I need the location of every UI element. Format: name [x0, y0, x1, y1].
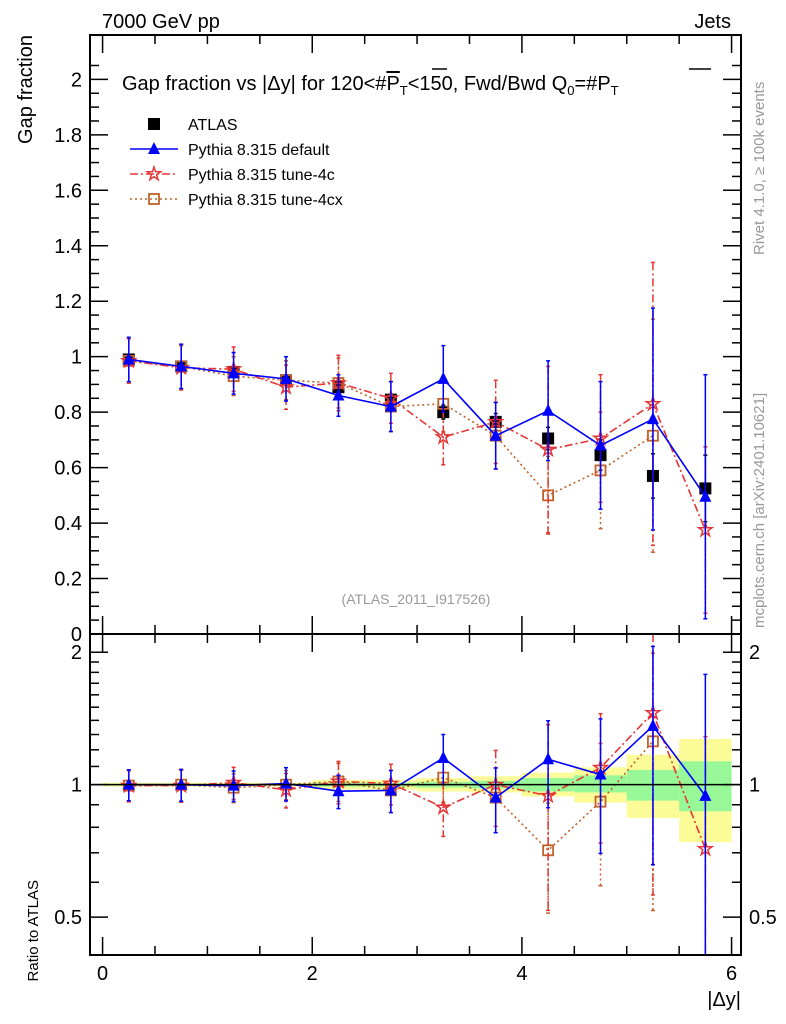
y-axis-label: Gap fraction: [15, 35, 37, 144]
ratio-y-tick-label-right: 2: [749, 642, 760, 664]
data-point-default: [227, 366, 240, 379]
ratio-line-tune4cx: [128, 740, 654, 852]
legend: ATLAS Pythia 8.315 default Pythia 8.315 tu…: [130, 117, 343, 209]
ratio-panel-frame: [89, 633, 742, 956]
analysis-watermark: (ATLAS_2011_I917526): [342, 591, 491, 607]
x-tick-label: 0: [97, 963, 108, 985]
data-point-default: [542, 403, 555, 416]
legend-label-default: Pythia 8.315 default: [188, 142, 330, 159]
header-left: 7000 GeV pp: [102, 11, 220, 33]
legend-marker-tune4cx: [148, 193, 160, 205]
data-point-default: [699, 489, 712, 502]
ratio-point-default: [699, 788, 712, 801]
rivet-version-label: Rivet 4.1.0, ≥ 100k events: [751, 82, 768, 255]
ratio-point-default: [646, 718, 659, 731]
y-tick-label: 1: [71, 347, 82, 369]
ratio-uncertainty-bands: [102, 738, 732, 843]
mcplots-label: mcplots.cern.ch [arXiv:2401.10621]: [751, 393, 768, 628]
y-tick-label: 2: [71, 69, 82, 91]
data-point-default: [646, 412, 659, 425]
y-tick-label: 1.4: [54, 236, 82, 258]
ratio-y-axis-label: Ratio to ATLAS: [25, 880, 42, 981]
data-point-default: [332, 388, 345, 401]
y-tick-label: 0: [71, 624, 82, 646]
data-point-default: [384, 399, 397, 412]
y-tick-label: 1.8: [54, 125, 82, 147]
header-right: Jets: [694, 11, 731, 33]
data-point-default: [175, 359, 188, 372]
legend-marker-atlas: [148, 118, 160, 130]
series-line-tune4c: [128, 360, 707, 531]
x-tick-label: 2: [307, 963, 318, 985]
chart-title: Gap fraction vs |Δy| for 120<#PT<150, Fw…: [122, 73, 619, 98]
legend-label-tune4cx: Pythia 8.315 tune-4cx: [188, 192, 343, 209]
y-tick-label: 0.6: [54, 458, 82, 480]
ratio-line-default: [128, 724, 706, 799]
ratio-point-default: [122, 777, 135, 790]
ratio-point-default: [280, 776, 293, 789]
data-point-default: [594, 438, 607, 451]
y-tick-label: 1.2: [54, 291, 82, 313]
ratio-y-tick-label: 1: [71, 775, 82, 797]
y-tick-label: 0.8: [54, 402, 82, 424]
ratio-y-tick-label: 2: [71, 642, 82, 664]
ratio-point-default: [175, 777, 188, 790]
ratio-point-default: [332, 784, 345, 797]
data-point-default: [122, 352, 135, 365]
ratio-point-tune4c: [434, 797, 453, 816]
y-tick-label: 1.6: [54, 180, 82, 202]
ratio-point-default: [542, 752, 555, 765]
legend-label-tune4c: Pythia 8.315 tune-4c: [188, 167, 335, 184]
series-atlas: [122, 353, 712, 523]
series-default: [122, 307, 712, 956]
series-line-default: [128, 358, 707, 498]
x-axis-label: |Δy|: [707, 989, 741, 1011]
legend-marker-tune4c: [145, 164, 163, 182]
y-tick-label: 0.4: [54, 513, 82, 535]
ratio-point-default: [384, 783, 397, 796]
y-tick-label: 0.2: [54, 569, 82, 591]
ratio-point-default: [489, 790, 502, 803]
axes: 0 2 4 600.20.40.60.811.21.41.61.820.5 0.51 12…: [54, 35, 777, 985]
legend-marker-default: [148, 142, 160, 154]
data-point-tune4c: [434, 427, 453, 445]
data-point-default: [437, 371, 450, 384]
series-tune4c: [119, 261, 715, 956]
legend-label-atlas: ATLAS: [188, 117, 238, 134]
data-point-default: [489, 428, 502, 441]
x-tick-label: 6: [726, 963, 737, 985]
series-line-tune4cx: [128, 360, 654, 497]
data-point-default: [280, 371, 293, 384]
ratio-line-tune4c: [128, 711, 707, 850]
chart-marks: [119, 261, 715, 956]
x-tick-label: 4: [516, 963, 527, 985]
ratio-point-default: [594, 767, 607, 780]
ratio-y-tick-label-right: 0.5: [749, 907, 777, 929]
ratio-point-default: [437, 750, 450, 763]
ratio-y-tick-label: 0.5: [54, 907, 82, 929]
ratio-y-tick-label-right: 1: [749, 775, 760, 797]
